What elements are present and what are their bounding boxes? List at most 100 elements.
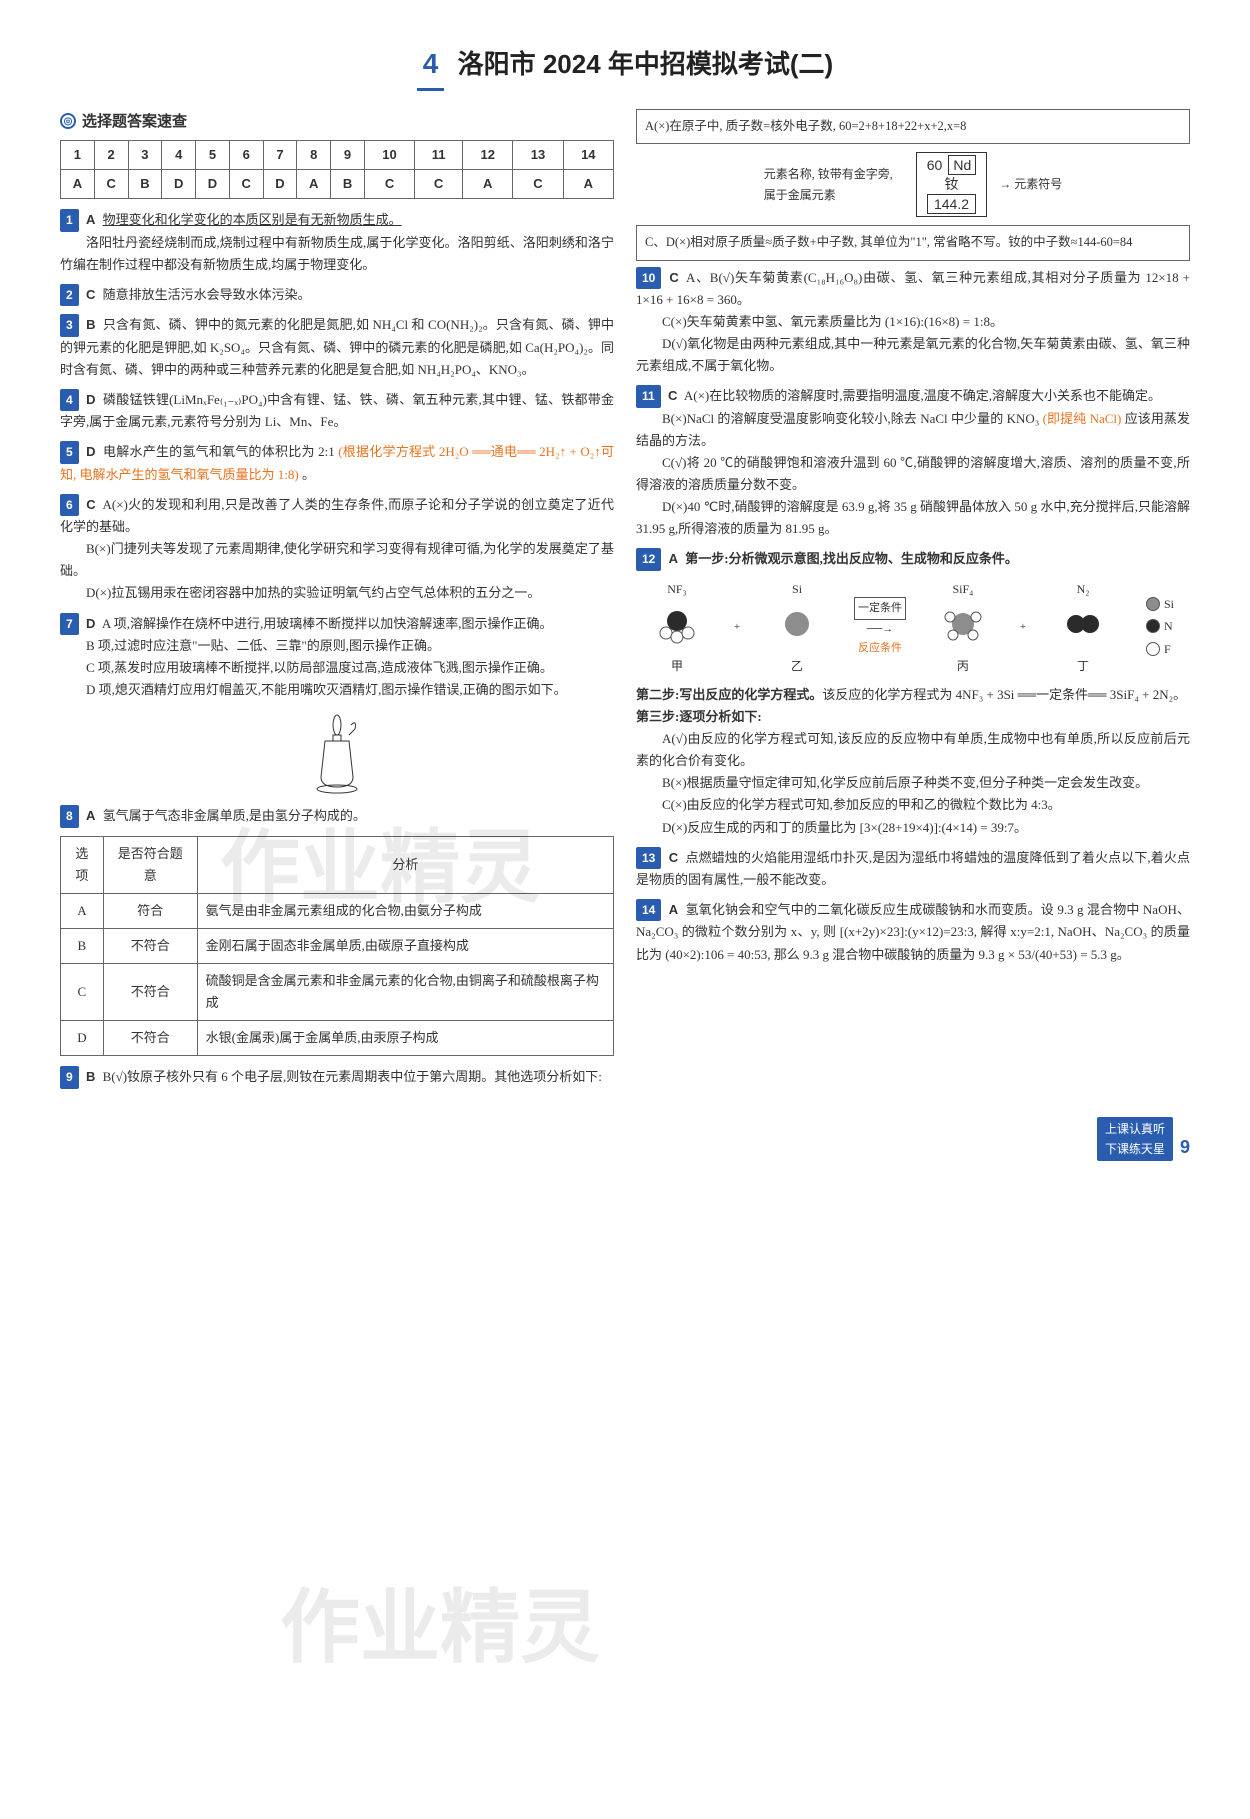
box-a-analysis: A(×)在原子中, 质子数=核外电子数, 60=2+8+18+22+x+2,x=… xyxy=(636,109,1190,144)
q8: 8 A 氢气属于气态非金属单质,是由氢分子构成的。 xyxy=(60,805,614,827)
answer-value: C xyxy=(415,170,463,199)
answer-value: C xyxy=(364,170,414,199)
answer-letter: B xyxy=(86,317,95,332)
q12-step2: 第二步:写出反应的化学方程式。 xyxy=(636,687,822,702)
q10-c: C(×)矢车菊黄素中氢、氧元素质量比为 (1×16):(16×8) = 1:8。 xyxy=(636,311,1190,333)
atomic-number: 60 xyxy=(927,156,943,174)
molecule-diagram: NF₃ 甲 + Si 乙 xyxy=(636,579,1190,676)
table-cell: 不符合 xyxy=(103,928,197,963)
legend-label: N xyxy=(1164,616,1173,636)
q13-body: 点燃蜡烛的火焰能用湿纸巾扑灭,是因为湿纸巾将蜡烛的温度降低到了着火点以下,着火点… xyxy=(636,850,1190,887)
q11: 11 C A(×)在比较物质的溶解度时,需要指明温度,温度不确定,溶解度大小关系… xyxy=(636,385,1190,540)
table-cell: 硫酸铜是含金属元素和非金属元素的化合物,由铜离子和硫酸根离子构成 xyxy=(197,964,613,1021)
table-row: C不符合硫酸铜是含金属元素和非金属元素的化合物,由铜离子和硫酸根离子构成 xyxy=(61,964,614,1021)
mol-cap: 丁 xyxy=(1058,656,1108,676)
q6-a: A(×)火的发现和利用,只是改善了人类的生存条件,而原子论和分子学说的创立奠定了… xyxy=(60,497,614,534)
mol-label: N₂ xyxy=(1058,579,1108,599)
answer-value: C xyxy=(94,170,128,199)
q-badge: 7 xyxy=(60,613,79,635)
q11-b: B(×)NaCl 的溶解度受温度影响变化较小,除去 NaCl 中少量的 KNO₃… xyxy=(636,408,1190,452)
q7-b: B 项,过滤时应注意"一贴、二低、三靠"的原则,图示操作正确。 xyxy=(60,635,614,657)
answer-value: B xyxy=(128,170,162,199)
table-row: A符合氨气是由非金属元素组成的化合物,由氨分子构成 xyxy=(61,893,614,928)
answer-col-num: 12 xyxy=(463,141,513,170)
target-icon: ◎ xyxy=(60,113,76,129)
answer-letter: D xyxy=(86,444,95,459)
q-badge: 5 xyxy=(60,441,79,463)
answer-col-num: 13 xyxy=(513,141,563,170)
q-badge: 2 xyxy=(60,284,79,306)
q8-line: 氢气属于气态非金属单质,是由氢分子构成的。 xyxy=(103,808,366,823)
page-number: 9 xyxy=(1180,1132,1190,1163)
legend-dot-icon xyxy=(1146,597,1160,611)
mol-cap: 乙 xyxy=(772,656,822,676)
q12-d: D(×)反应生成的丙和丁的质量比为 [3×(28+19×4)]:(4×14) =… xyxy=(636,817,1190,839)
table-cell: 水银(金属汞)属于金属单质,由汞原子构成 xyxy=(197,1021,613,1056)
q1-body: 洛阳牡丹瓷经烧制而成,烧制过程中有新物质生成,属于化学变化。洛阳剪纸、洛阳刺绣和… xyxy=(60,232,614,276)
mol-cap: 甲 xyxy=(652,656,702,676)
table-cell: A xyxy=(61,893,104,928)
q12-eq: 该反应的化学方程式为 4NF₃ + 3Si ══一定条件══ 3SiF₄ + 2… xyxy=(822,687,1186,702)
legend-item: N xyxy=(1146,616,1174,636)
q12-b: B(×)根据质量守恒定律可知,化学反应前后原子种类不变,但分子种类一定会发生改变… xyxy=(636,772,1190,794)
answer-value: D xyxy=(263,170,297,199)
q12-c: C(×)由反应的化学方程式可知,参加反应的甲和乙的微粒个数比为 4:3。 xyxy=(636,794,1190,816)
legend-dot-icon xyxy=(1146,619,1160,633)
mol-label: NF₃ xyxy=(652,579,702,599)
q-badge: 11 xyxy=(636,385,661,407)
answer-letter: C xyxy=(669,270,678,285)
answer-col-num: 2 xyxy=(94,141,128,170)
answer-value: A xyxy=(463,170,513,199)
answer-col-num: 5 xyxy=(196,141,230,170)
element-diagram: 元素名称, 钕带有金字旁, 属于金属元素 60 Nd 钕 144.2 → 元素符… xyxy=(636,152,1190,218)
answer-col-num: 10 xyxy=(364,141,414,170)
q6: 6 C A(×)火的发现和利用,只是改善了人类的生存条件,而原子论和分子学说的创… xyxy=(60,494,614,605)
q10-ab: A、B(√)矢车菊黄素(C₁₈H₁₆O₈)由碳、氢、氧三种元素组成,其相对分子质… xyxy=(636,270,1190,307)
q7: 7 D A 项,溶解操作在烧杯中进行,用玻璃棒不断搅拌以加快溶解速率,图示操作正… xyxy=(60,613,614,798)
q14-body: 氢氧化钠会和空气中的二氧化碳反应生成碳酸钠和水而变质。设 9.3 g 混合物中 … xyxy=(636,902,1190,961)
condition-label-orange: 反应条件 xyxy=(854,639,906,658)
alcohol-lamp-icon xyxy=(307,707,367,797)
answer-letter: C xyxy=(86,497,95,512)
molecule-legend: SiNF xyxy=(1146,594,1174,661)
q11-c: C(√)将 20 ℃的硝酸钾饱和溶液升温到 60 ℃,硝酸钾的溶解度增大,溶质、… xyxy=(636,452,1190,496)
atomic-mass: 144.2 xyxy=(927,194,976,214)
legend-item: Si xyxy=(1146,594,1174,614)
answer-value: A xyxy=(563,170,613,199)
legend-item: F xyxy=(1146,639,1174,659)
table-header: 是否符合题意 xyxy=(103,836,197,893)
table-cell: 氨气是由非金属元素组成的化合物,由氨分子构成 xyxy=(197,893,613,928)
q8-analysis-table: 选项是否符合题意分析 A符合氨气是由非金属元素组成的化合物,由氨分子构成B不符合… xyxy=(60,836,614,1057)
diagram-label-left: 元素名称, 钕带有金字旁, 属于金属元素 xyxy=(764,164,904,205)
q12: 12 A 第一步:分析微观示意图,找出反应物、生成物和反应条件。 NF₃ 甲 + xyxy=(636,548,1190,838)
q13: 13 C 点燃蜡烛的火焰能用湿纸巾扑灭,是因为湿纸巾将蜡烛的温度降低到了着火点以… xyxy=(636,847,1190,891)
q-badge: 10 xyxy=(636,267,661,289)
q-badge: 14 xyxy=(636,899,661,921)
answer-letter: C xyxy=(86,287,95,302)
answer-col-num: 4 xyxy=(162,141,196,170)
table-row: B不符合金刚石属于固态非金属单质,由碳原子直接构成 xyxy=(61,928,614,963)
q5: 5 D 电解水产生的氢气和氧气的体积比为 2:1 (根据化学方程式 2H₂O ═… xyxy=(60,441,614,485)
q-badge: 9 xyxy=(60,1066,79,1088)
q1-keyline: 物理变化和化学变化的本质区别是有无新物质生成。 xyxy=(103,212,402,227)
legend-label: Si xyxy=(1164,594,1174,614)
answer-value: D xyxy=(196,170,230,199)
table-cell: 不符合 xyxy=(103,964,197,1021)
table-cell: C xyxy=(61,964,104,1021)
mol-cap: 丙 xyxy=(938,656,988,676)
q9: 9 B B(√)钕原子核外只有 6 个电子层,则钕在元素周期表中位于第六周期。其… xyxy=(60,1066,614,1088)
q3: 3 B 只含有氮、磷、钾中的氮元素的化肥是氮肥,如 NH₄Cl 和 CO(NH₂… xyxy=(60,314,614,381)
molecule-si-icon xyxy=(772,599,822,649)
q4-body: 磷酸锰铁锂(LiMnₓFe₍₁₋ₓ₎PO₄)中含有锂、锰、铁、磷、氧五种元素,其… xyxy=(60,392,614,429)
answer-letter: D xyxy=(86,392,95,407)
q2: 2 C 随意排放生活污水会导致水体污染。 xyxy=(60,284,614,306)
q11-a: A(×)在比较物质的溶解度时,需要指明温度,温度不确定,溶解度大小关系也不能确定… xyxy=(684,388,1161,403)
q14: 14 A 氢氧化钠会和空气中的二氧化碳反应生成碳酸钠和水而变质。设 9.3 g … xyxy=(636,899,1190,966)
box-cd-analysis: C、D(×)相对原子质量≈质子数+中子数, 其单位为"1", 常省略不写。钕的中… xyxy=(636,225,1190,260)
answer-col-num: 3 xyxy=(128,141,162,170)
q10-d: D(√)氧化物是由两种元素组成,其中一种元素是氧元素的化合物,矢车菊黄素由碳、氢… xyxy=(636,333,1190,377)
q-badge: 1 xyxy=(60,209,79,231)
table-cell: 不符合 xyxy=(103,1021,197,1056)
q6-d: D(×)拉瓦锡用汞在密闭容器中加热的实验证明氧气约占空气总体积的五分之一。 xyxy=(60,582,614,604)
answer-col-num: 1 xyxy=(61,141,95,170)
